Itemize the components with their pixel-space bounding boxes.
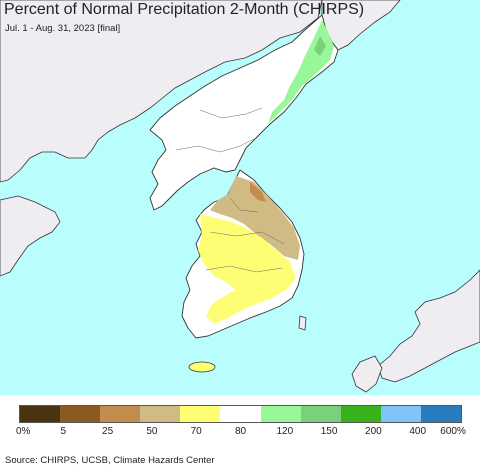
legend-tick-label: 150 — [320, 426, 338, 437]
legend-swatch — [300, 406, 341, 422]
legend-tick-label: 200 — [365, 426, 382, 437]
color-legend: 0% 5 25 50 70 80 120 150 200 400 600% — [0, 395, 480, 445]
legend-swatch — [100, 406, 141, 422]
legend-tick-label: 0% — [16, 426, 31, 437]
page-title: Percent of Normal Precipitation 2-Month … — [4, 1, 365, 18]
dry-zone-70 — [198, 214, 296, 324]
legend-swatch — [420, 406, 462, 422]
province-borders — [175, 107, 285, 273]
map: Percent of Normal Precipitation 2-Month … — [0, 0, 480, 395]
legend-tick-label: 600% — [440, 426, 466, 437]
china-landmass — [0, 0, 323, 183]
legend-tick-label: 5 — [60, 426, 67, 437]
legend-swatch — [340, 406, 381, 422]
precipitation-map — [0, 0, 480, 395]
legend-swatch — [380, 406, 421, 422]
wet-zone-northeast-strong — [314, 36, 326, 56]
japan-island-west — [351, 355, 383, 393]
legend-tick-label: 70 — [190, 426, 202, 437]
legend-swatch — [220, 406, 261, 422]
shandong-landmass — [0, 195, 61, 277]
dry-zone-25 — [250, 182, 266, 202]
legend-tick-label: 80 — [234, 426, 247, 437]
legend-color-bar — [19, 405, 462, 423]
legend-tick-label: 120 — [276, 426, 294, 437]
legend-swatch — [60, 406, 101, 422]
legend-tick-label: 50 — [146, 426, 158, 437]
jeju-island — [188, 361, 216, 373]
legend-swatch — [20, 406, 61, 422]
legend-swatch — [140, 406, 181, 422]
legend-tick-label: 400 — [409, 426, 427, 437]
source-credit: Source: CHIRPS, UCSB, Climate Hazards Ce… — [5, 455, 215, 466]
legend-swatch — [260, 406, 301, 422]
dry-zone-50 — [210, 176, 300, 260]
north-korea-landmass — [149, 14, 339, 211]
legend-tick-label: 25 — [102, 426, 114, 437]
legend-swatch — [180, 406, 221, 422]
date-range-subtitle: Jul. 1 - Aug. 31, 2023 [final] — [5, 23, 121, 34]
japan-landmass — [377, 269, 480, 383]
tsushima-island — [298, 315, 307, 331]
